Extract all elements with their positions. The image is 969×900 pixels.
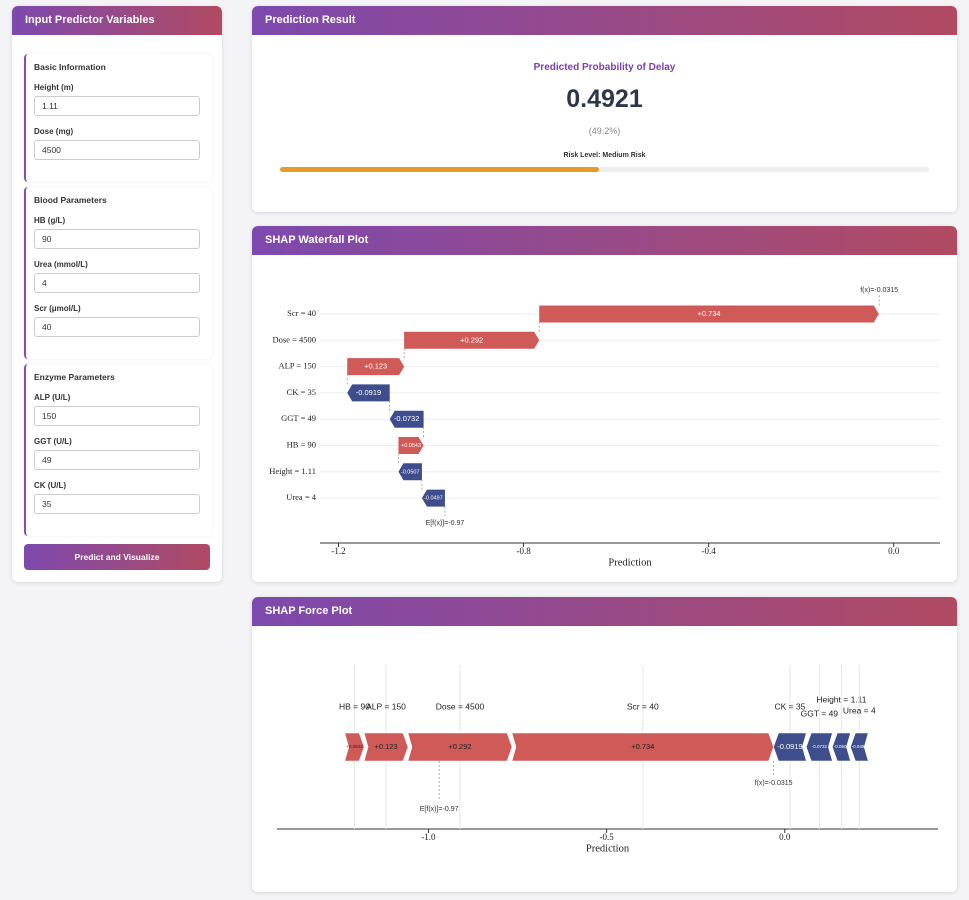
x-tick-label: -0.4 <box>702 546 717 556</box>
field-label: Height (m) <box>34 83 74 92</box>
value-label: -0.0919 <box>777 742 802 751</box>
waterfall-card <box>252 226 957 582</box>
force-segment <box>363 732 409 762</box>
category-label: Height = 1.11 <box>269 466 316 476</box>
value-label: +0.292 <box>460 335 483 344</box>
force-segment <box>511 732 774 762</box>
shap-bar <box>347 384 390 402</box>
progress-fill <box>280 167 600 172</box>
x-tick-label: -1.0 <box>421 832 436 842</box>
field-label: ALP (U/L) <box>34 393 71 402</box>
force-segment <box>832 732 851 762</box>
value-label: +0.123 <box>374 742 397 751</box>
feature-label: Height = 1.11 <box>816 694 866 704</box>
value-label: -0.0732 <box>812 744 828 749</box>
predict-button[interactable]: Predict and Visualize <box>24 544 210 570</box>
feature-label: HB = 90 <box>339 701 370 711</box>
input-field[interactable]: 1.11 <box>34 96 200 116</box>
input-field[interactable]: 4500 <box>34 140 200 160</box>
category-label: Dose = 4500 <box>272 334 316 344</box>
shap-bar <box>389 410 424 428</box>
value-label: +0.734 <box>697 309 720 318</box>
value-label: +0.734 <box>631 742 654 751</box>
value-label: -0.0497 <box>424 496 443 502</box>
progress-track <box>280 167 929 172</box>
field-label: HB (g/L) <box>34 216 66 225</box>
output-label: f(x)=-0.0315 <box>755 780 793 787</box>
percent-label: (49.2%) <box>588 126 621 136</box>
shap-bar <box>347 358 405 376</box>
shap-bar <box>539 305 879 323</box>
category-label: GGT = 49 <box>281 413 316 423</box>
feature-label: Scr = 40 <box>627 701 659 711</box>
field-label: Dose (mg) <box>34 127 74 136</box>
section-title: Blood Parameters <box>34 195 107 205</box>
input-field[interactable]: 35 <box>34 494 200 514</box>
feature-label: GGT = 49 <box>801 708 839 718</box>
category-label: CK = 35 <box>287 387 316 397</box>
shap-bar <box>421 489 445 507</box>
probability-value: 0.4921 <box>566 85 643 113</box>
field-label: GGT (U/L) <box>34 437 72 446</box>
value-label: -0.0507 <box>834 744 850 749</box>
shap-bar <box>398 437 424 454</box>
value-label: -0.0919 <box>356 388 381 397</box>
input-field[interactable]: 40 <box>34 317 200 337</box>
base-label: E[f(x)]=-0.97 <box>420 806 459 813</box>
category-label: Urea = 4 <box>286 492 317 502</box>
x-tick-label: 0.0 <box>888 546 900 556</box>
section-title: Basic Information <box>34 62 106 72</box>
card-header: Input Predictor Variables <box>12 6 222 35</box>
category-label: Scr = 40 <box>287 308 316 318</box>
section-title: Enzyme Parameters <box>34 372 115 382</box>
card-header: SHAP Waterfall Plot <box>252 226 957 255</box>
input-field[interactable]: 4 <box>34 273 200 293</box>
x-tick-label: 0.0 <box>779 832 791 842</box>
result-subtitle: Predicted Probability of Delay <box>533 62 676 73</box>
x-tick-label: -0.5 <box>599 832 614 842</box>
x-axis-label: Prediction <box>608 557 652 568</box>
shap-bar <box>398 463 422 481</box>
value-label: +0.0543 <box>346 744 363 749</box>
force-segment <box>773 732 807 762</box>
output-label: f(x)=-0.0315 <box>860 287 898 294</box>
x-axis-label: Prediction <box>586 843 630 854</box>
force-segment <box>806 732 833 762</box>
result-card <box>252 6 957 212</box>
x-tick-label: -0.8 <box>516 546 531 556</box>
base-label: E[f(x)]=-0.97 <box>426 520 465 527</box>
input-field[interactable]: 150 <box>34 406 200 426</box>
field-label: CK (U/L) <box>34 481 66 490</box>
input-field[interactable]: 90 <box>34 229 200 249</box>
category-label: ALP = 150 <box>278 361 316 371</box>
value-label: +0.292 <box>448 742 471 751</box>
feature-label: ALP = 150 <box>366 701 406 711</box>
field-label: Urea (mmol/L) <box>34 260 88 269</box>
shap-bar <box>404 331 540 349</box>
force-segment <box>850 732 869 762</box>
feature-label: Dose = 4500 <box>436 701 485 711</box>
value-label: -0.0507 <box>401 469 420 475</box>
card-header: Prediction Result <box>252 6 957 35</box>
value-label: -0.0732 <box>394 414 419 423</box>
feature-label: CK = 35 <box>774 701 805 711</box>
x-tick-label: -1.2 <box>331 546 345 556</box>
section-box <box>24 54 212 182</box>
value-label: +0.0543 <box>401 443 421 449</box>
value-label: +0.123 <box>364 362 387 371</box>
field-label: Scr (μmol/L) <box>34 304 81 313</box>
feature-label: Urea = 4 <box>843 705 876 715</box>
category-label: HB = 90 <box>287 439 316 449</box>
force-segment <box>344 732 365 762</box>
value-label: -0.0497 <box>852 744 868 749</box>
card-header: SHAP Force Plot <box>252 597 957 626</box>
force-segment <box>407 732 513 762</box>
risk-label: Risk Level: Medium Risk <box>563 152 646 159</box>
input-field[interactable]: 49 <box>34 450 200 470</box>
